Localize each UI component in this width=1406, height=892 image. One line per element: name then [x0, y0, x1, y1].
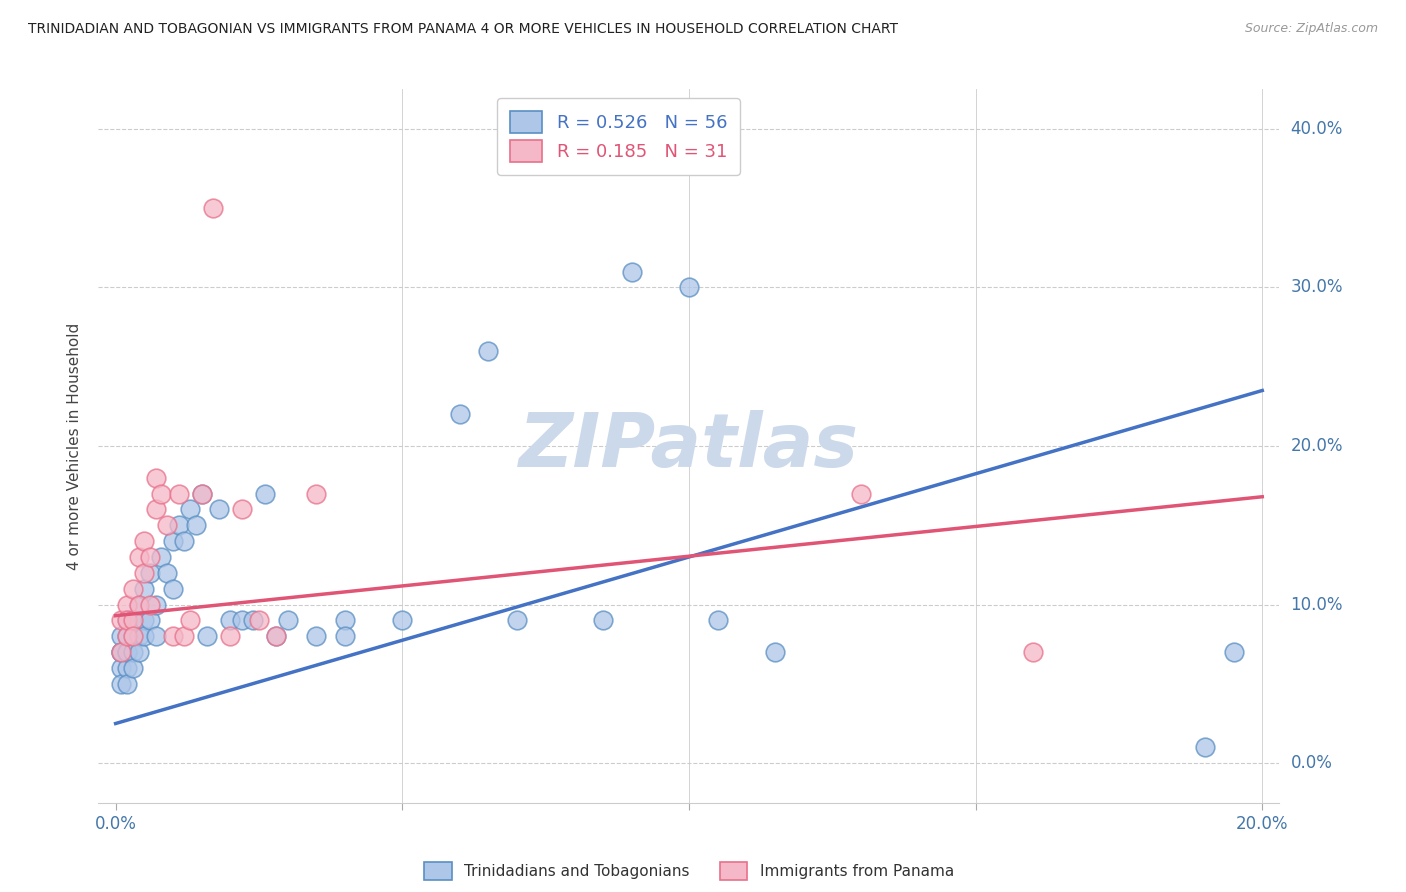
Point [139, 614, 162, 628]
Point [219, 629, 242, 643]
Text: 30.0%: 30.0% [1291, 278, 1343, 296]
Point [121, 661, 143, 675]
Point [115, 645, 138, 659]
Point [121, 614, 143, 628]
Point [264, 629, 287, 643]
Point [264, 629, 287, 643]
Text: TRINIDADIAN AND TOBAGONIAN VS IMMIGRANTS FROM PANAMA 4 OR MORE VEHICLES IN HOUSE: TRINIDADIAN AND TOBAGONIAN VS IMMIGRANTS… [28, 22, 898, 37]
Point [134, 614, 156, 628]
Point [128, 549, 150, 564]
Legend: Trinidadians and Tobagonians, Immigrants from Panama: Trinidadians and Tobagonians, Immigrants… [416, 854, 962, 888]
Point [179, 614, 201, 628]
Point [167, 518, 190, 533]
Point [110, 677, 132, 691]
Point [134, 534, 156, 549]
Point [162, 582, 184, 596]
Point [305, 629, 328, 643]
Point [134, 629, 156, 643]
Point [190, 486, 212, 500]
Text: Source: ZipAtlas.com: Source: ZipAtlas.com [1244, 22, 1378, 36]
Point [190, 486, 212, 500]
Y-axis label: 4 or more Vehicles in Household: 4 or more Vehicles in Household [67, 322, 83, 570]
Text: 10.0%: 10.0% [1291, 596, 1343, 614]
Point [115, 598, 138, 612]
Point [145, 598, 167, 612]
Point [115, 645, 138, 659]
Point [242, 614, 264, 628]
Point [231, 614, 253, 628]
Point [253, 486, 276, 500]
Point [121, 614, 143, 628]
Point [110, 614, 132, 628]
Point [134, 582, 156, 596]
Point [173, 534, 195, 549]
Point [592, 614, 614, 628]
Point [219, 614, 242, 628]
Point [849, 486, 872, 500]
Point [162, 629, 184, 643]
Point [333, 629, 356, 643]
Point [121, 582, 143, 596]
Point [115, 677, 138, 691]
Point [179, 502, 201, 516]
Point [305, 486, 328, 500]
Point [115, 614, 138, 628]
Point [391, 614, 413, 628]
Point [1022, 645, 1045, 659]
Point [162, 534, 184, 549]
Point [115, 661, 138, 675]
Point [145, 629, 167, 643]
Point [121, 645, 143, 659]
Text: 40.0%: 40.0% [1291, 120, 1343, 138]
Point [763, 645, 786, 659]
Point [156, 518, 179, 533]
Point [506, 614, 529, 628]
Point [134, 566, 156, 580]
Point [202, 201, 225, 215]
Point [128, 645, 150, 659]
Point [128, 598, 150, 612]
Point [277, 614, 299, 628]
Text: 0.0%: 0.0% [1291, 754, 1333, 772]
Point [1194, 740, 1216, 755]
Point [139, 566, 162, 580]
Point [173, 629, 195, 643]
Point [115, 614, 138, 628]
Point [449, 407, 471, 421]
Point [231, 502, 253, 516]
Text: ZIPatlas: ZIPatlas [519, 409, 859, 483]
Point [1222, 645, 1244, 659]
Point [150, 486, 173, 500]
Point [208, 502, 231, 516]
Point [110, 645, 132, 659]
Point [167, 486, 190, 500]
Point [477, 343, 499, 358]
Point [115, 629, 138, 643]
Point [139, 598, 162, 612]
Point [110, 661, 132, 675]
Point [195, 629, 218, 643]
Point [145, 502, 167, 516]
Text: 20.0%: 20.0% [1291, 437, 1343, 455]
Point [128, 598, 150, 612]
Point [110, 645, 132, 659]
Point [128, 629, 150, 643]
Point [333, 614, 356, 628]
Point [678, 280, 700, 294]
Point [620, 264, 643, 278]
Point [121, 629, 143, 643]
Point [184, 518, 207, 533]
Point [156, 566, 179, 580]
Point [139, 549, 162, 564]
Point [121, 629, 143, 643]
Point [145, 471, 167, 485]
Point [115, 629, 138, 643]
Point [110, 645, 132, 659]
Point [150, 549, 173, 564]
Point [247, 614, 270, 628]
Point [706, 614, 728, 628]
Point [110, 629, 132, 643]
